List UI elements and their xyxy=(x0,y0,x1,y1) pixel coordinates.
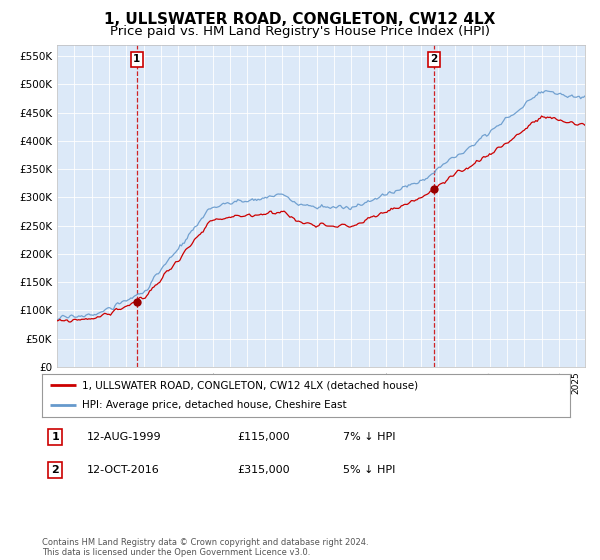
Text: £315,000: £315,000 xyxy=(238,465,290,475)
Text: 5% ↓ HPI: 5% ↓ HPI xyxy=(343,465,395,475)
Text: 1, ULLSWATER ROAD, CONGLETON, CW12 4LX (detached house): 1, ULLSWATER ROAD, CONGLETON, CW12 4LX (… xyxy=(82,380,418,390)
Text: 1: 1 xyxy=(52,432,59,442)
Text: 2: 2 xyxy=(52,465,59,475)
Text: 7% ↓ HPI: 7% ↓ HPI xyxy=(343,432,395,442)
Text: 12-OCT-2016: 12-OCT-2016 xyxy=(87,465,160,475)
Text: Contains HM Land Registry data © Crown copyright and database right 2024.
This d: Contains HM Land Registry data © Crown c… xyxy=(42,538,368,557)
Text: 12-AUG-1999: 12-AUG-1999 xyxy=(87,432,161,442)
Text: £115,000: £115,000 xyxy=(238,432,290,442)
Text: Price paid vs. HM Land Registry's House Price Index (HPI): Price paid vs. HM Land Registry's House … xyxy=(110,25,490,38)
Text: 1: 1 xyxy=(133,54,140,64)
Text: HPI: Average price, detached house, Cheshire East: HPI: Average price, detached house, Ches… xyxy=(82,400,346,410)
Text: 1, ULLSWATER ROAD, CONGLETON, CW12 4LX: 1, ULLSWATER ROAD, CONGLETON, CW12 4LX xyxy=(104,12,496,27)
Text: 2: 2 xyxy=(430,54,437,64)
